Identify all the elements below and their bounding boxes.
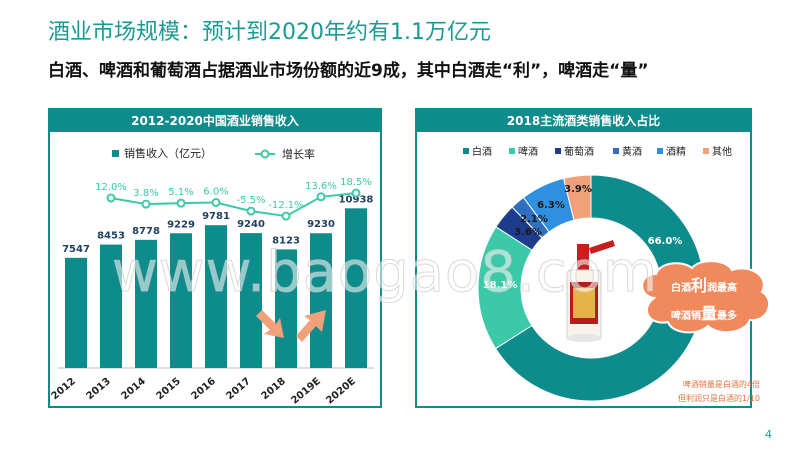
growth-point-2017 <box>246 206 256 216</box>
legend-swatch-4 <box>657 148 663 154</box>
bar-2013 <box>100 244 122 368</box>
callout-bubble: 白酒利润最高 啤酒销量最多 <box>634 260 774 336</box>
x-tick-2020E: 2020E <box>324 376 358 406</box>
growth-point-2014 <box>141 199 151 209</box>
growth-line <box>110 192 357 218</box>
callout-line-1: 白酒利润最高 <box>670 276 737 295</box>
legend-swatch-revenue <box>112 150 119 157</box>
legend-label-2: 葡萄酒 <box>564 145 594 158</box>
slice-label-黄酒: 2.1% <box>520 214 548 225</box>
legend-label-4: 酒精 <box>666 145 686 158</box>
legend-swatch-5 <box>703 148 709 154</box>
legend-swatch-1 <box>509 148 515 154</box>
x-tick-2015: 2015 <box>155 376 183 402</box>
x-tick-2012: 2012 <box>50 376 78 402</box>
bar-value-label-2019E: 9230 <box>307 219 335 230</box>
growth-label-2014: 3.8% <box>133 188 158 199</box>
bar-2019E <box>310 233 332 368</box>
growth-point-2018 <box>281 211 291 221</box>
revenue-chart-panel: 2012-2020中国酒业销售收入 销售收入（亿元） 增长率 7547 2012 845… <box>48 108 382 408</box>
x-tick-2013: 2013 <box>85 376 113 402</box>
x-tick-2018: 2018 <box>260 376 288 402</box>
page-number: 4 <box>765 428 772 441</box>
growth-point-2019E <box>316 192 326 202</box>
growth-point-2013 <box>106 193 116 203</box>
bar-2012 <box>65 257 87 368</box>
legend-label-0: 白酒 <box>472 145 492 158</box>
legend-label-growth: 增长率 <box>282 147 315 161</box>
growth-point-2015 <box>176 198 186 208</box>
callout-cloud-shape <box>641 260 771 334</box>
note-line-1: 啤酒销量是白酒的4倍 <box>682 380 760 389</box>
slice-label-酒精: 6.3% <box>537 200 565 211</box>
growth-point-2020E <box>351 188 361 198</box>
slice-其他 <box>562 174 592 221</box>
bar-2016 <box>205 225 227 368</box>
x-tick-2016: 2016 <box>190 376 218 402</box>
note-line-2: 但利润只是白酒的1/10 <box>678 394 760 403</box>
growth-point-2016 <box>211 198 221 207</box>
legend-marker-growth <box>260 149 270 159</box>
x-tick-2014: 2014 <box>120 376 148 402</box>
bar-value-label-2013: 8453 <box>97 231 125 242</box>
bar-value-label-2016: 9781 <box>202 211 230 222</box>
legend-label-1: 啤酒 <box>518 146 538 158</box>
callout-line-2: 啤酒销量最多 <box>670 304 737 323</box>
legend-label-3: 黄酒 <box>622 145 642 158</box>
page-title: 酒业市场规模：预计到2020年约有1.1万亿元 <box>48 20 491 45</box>
share-chart: 白酒 啤酒 葡萄酒 黄酒 酒精 其他 66.0% 18.1% 3.6% 2.1% 6.3% 3.9% <box>463 145 732 402</box>
slice-label-白酒: 66.0% <box>648 236 683 247</box>
share-chart-panel: 2018主流酒类销售收入占比 白酒 啤酒 葡萄酒 黄酒 酒精 其他 66.0% 18.1% 3.… <box>415 108 752 408</box>
slice-label-其他: 3.9% <box>564 184 592 195</box>
share-chart-title: 2018主流酒类销售收入占比 <box>417 110 750 132</box>
bar-2014 <box>135 239 157 368</box>
growth-label-2016: 6.0% <box>203 187 228 198</box>
legend-swatch-0 <box>463 148 469 154</box>
legend-label-revenue: 销售收入（亿元） <box>124 146 212 160</box>
page-subtitle: 白酒、啤酒和葡萄酒占据酒业市场份额的近9成，其中白酒走“利”，啤酒走“量” <box>48 61 649 81</box>
x-tick-2019E: 2019E <box>289 376 323 406</box>
bar-value-label-2014: 8778 <box>132 226 160 237</box>
bar-value-label-2012: 7547 <box>62 244 90 255</box>
revenue-chart: 销售收入（亿元） 增长率 7547 2012 8453 2013 8778 2014 9229 2… <box>50 146 374 406</box>
growth-label-2018: -12.1% <box>268 200 303 211</box>
growth-label-2019E: 13.6% <box>305 181 337 192</box>
legend-label-5: 其他 <box>712 145 732 158</box>
bar-value-label-2018: 8123 <box>272 235 300 246</box>
revenue-chart-title: 2012-2020中国酒业销售收入 <box>50 110 380 132</box>
slice-label-啤酒: 18.1% <box>483 280 518 291</box>
rise-arrow-icon <box>296 310 326 342</box>
bar-2015 <box>170 233 192 368</box>
growth-label-2013: 12.0% <box>95 182 127 193</box>
bar-value-label-2020E: 10938 <box>339 194 374 205</box>
legend-swatch-3 <box>613 148 619 154</box>
bar-2020E <box>345 208 367 368</box>
decline-arrow-icon <box>256 310 284 338</box>
legend-swatch-2 <box>555 148 561 154</box>
bar-value-label-2017: 9240 <box>237 219 265 230</box>
liquor-bottle-icon <box>566 240 615 342</box>
x-tick-2017: 2017 <box>225 376 253 402</box>
growth-label-2015: 5.1% <box>168 187 193 198</box>
slice-label-葡萄酒: 3.6% <box>514 227 542 238</box>
bar-2018 <box>275 249 297 368</box>
growth-label-2020E: 18.5% <box>340 177 372 188</box>
bar-value-label-2015: 9229 <box>167 219 195 230</box>
growth-label-2017: -5.5% <box>236 195 265 206</box>
bar-2017 <box>240 233 262 368</box>
